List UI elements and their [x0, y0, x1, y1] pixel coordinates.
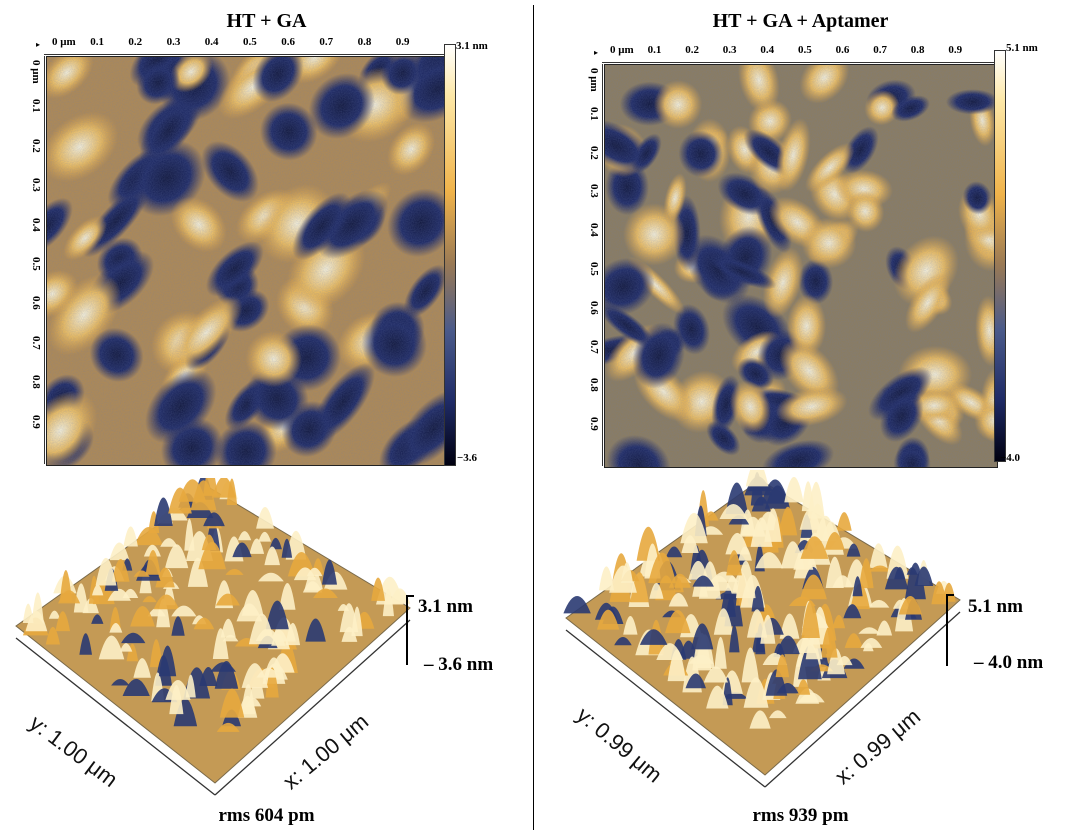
ruler-y-tick: 0.5	[30, 257, 42, 271]
x-ruler: ▸ 0 μm 0.1 0.2 0.3 0.4 0.5 0.6 0.7 0.8 0.9	[36, 36, 446, 55]
ruler-y-tick: 0.3	[30, 178, 42, 192]
z-scale-min: – 4.0 nm	[974, 652, 1044, 673]
ruler-x-tick: 0.8	[357, 36, 372, 48]
ruler-x-tick: 0.2	[128, 36, 143, 48]
z-scale-bar	[406, 595, 408, 665]
color-scale-bar	[444, 44, 456, 466]
ruler-y-tick: 0.8	[30, 375, 42, 389]
ruler-x-tick: 0 μm	[610, 44, 634, 56]
ruler-y-tick: 0.9	[588, 417, 600, 431]
ruler-y-tick: 0.2	[30, 138, 42, 153]
ruler-arrow-icon: ▸	[594, 48, 599, 57]
ruler-y-tick: 0.9	[30, 414, 42, 429]
ruler-y-tick: 0.7	[588, 339, 600, 354]
rms-value: rms 604 pm	[218, 805, 315, 826]
ruler-x-tick: 0.5	[243, 36, 257, 48]
ruler-y-tick: 0.4	[588, 223, 600, 237]
color-scale-min: −3.6	[457, 452, 478, 464]
ruler-x-tick: 0.7	[319, 36, 334, 48]
ruler-x-tick: 0.8	[910, 44, 925, 56]
ruler-arrow-icon: ▸	[36, 40, 41, 49]
ruler-x-tick: 0.3	[722, 44, 737, 56]
color-scale-bar	[994, 50, 1006, 462]
afm-map-svg	[605, 65, 997, 467]
ruler-y-tick: 0.1	[588, 106, 600, 121]
color-scale-min: −4.0	[1000, 452, 1021, 464]
ruler-x-tick: 0.1	[647, 44, 662, 56]
ruler-y-tick: 0 μm	[30, 60, 42, 84]
z-scale-tick	[946, 594, 954, 596]
ruler-x-tick: 0.9	[948, 44, 963, 56]
afm-map-svg	[47, 57, 445, 465]
x-ruler: ▸ 0 μm 0.1 0.2 0.3 0.4 0.5 0.6 0.7 0.8 0.9	[594, 44, 998, 63]
ruler-x-tick: 0.5	[798, 44, 812, 56]
afm-height-map	[604, 64, 998, 468]
z-scale-max: 5.1 nm	[968, 596, 1023, 617]
ruler-y-tick: 0.4	[30, 217, 42, 232]
z-scale-min: – 3.6 nm	[424, 654, 494, 675]
ruler-x-tick: 0.9	[395, 36, 410, 48]
ruler-x-tick: 0.4	[204, 36, 219, 48]
ruler-y-tick: 0.8	[588, 378, 600, 393]
afm-3d-surface	[563, 470, 961, 788]
y-ruler: 0 μm 0.1 0.2 0.3 0.4 0.5 0.6 0.7 0.8 0.9	[586, 64, 603, 466]
ruler-x-tick: 0.6	[835, 44, 850, 56]
ruler-y-tick: 0.3	[588, 184, 600, 199]
afm-height-map	[46, 56, 446, 466]
rms-value: rms 939 pm	[752, 805, 849, 826]
panel-title: HT + GA	[226, 10, 307, 32]
panel-title: HT + GA + Aptamer	[712, 10, 889, 32]
ruler-y-tick: 0.2	[588, 145, 600, 160]
ruler-x-tick: 0.6	[281, 36, 295, 48]
panel-ht-ga-aptamer: HT + GA + Aptamer ▸ 0 μm 0.1 0.2 0.3 0.4 0.5 0…	[534, 0, 1067, 830]
panel-divider	[533, 5, 534, 830]
ruler-y-tick: 0.6	[30, 296, 42, 311]
y-ruler: 0 μm 0.1 0.2 0.3 0.4 0.5 0.6 0.7 0.8 0.9	[28, 56, 45, 464]
ruler-y-tick: 0 μm	[588, 68, 600, 92]
ruler-y-tick: 0.5	[588, 262, 600, 276]
color-scale-max: 3.1 nm	[456, 40, 488, 52]
ruler-x-tick: 0.2	[685, 44, 699, 56]
ruler-y-tick: 0.1	[30, 99, 42, 114]
z-scale-max: 3.1 nm	[418, 596, 473, 617]
afm-3d-surface	[15, 478, 411, 796]
color-scale-max: 5.1 nm	[1006, 42, 1038, 54]
ruler-x-tick: 0.4	[760, 44, 775, 56]
z-scale-tick	[406, 595, 414, 597]
ruler-x-tick: 0.7	[873, 44, 887, 56]
ruler-x-tick: 0 μm	[52, 36, 76, 48]
ruler-x-tick: 0.1	[90, 36, 104, 48]
panel-ht-ga: HT + GA ▸ 0 μm 0.1 0.2 0.3 0.4 0.5 0.6 0.7 0.8 0.…	[0, 0, 533, 830]
ruler-x-tick: 0.3	[166, 36, 181, 48]
ruler-y-tick: 0.6	[588, 300, 600, 315]
ruler-y-tick: 0.7	[30, 335, 42, 350]
z-scale-bar	[946, 594, 948, 666]
